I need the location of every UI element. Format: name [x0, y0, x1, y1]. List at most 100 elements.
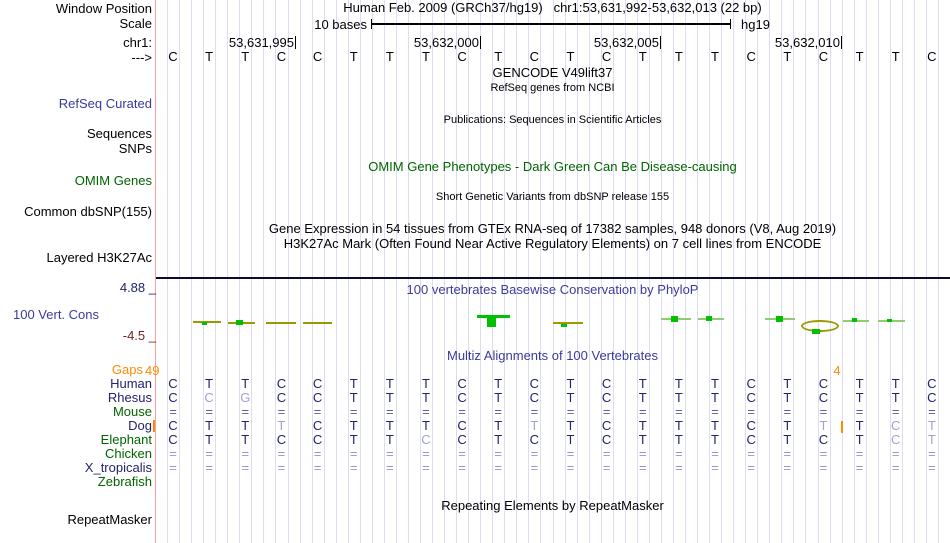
gridline	[456, 0, 458, 543]
track-label-sequences[interactable]: Sequences	[86, 126, 152, 141]
reference-base: T	[783, 49, 792, 64]
aligned-base: T	[566, 432, 575, 447]
track-title-repeatmasker[interactable]: Repeating Elements by RepeatMasker	[441, 498, 664, 513]
gridline	[685, 0, 686, 543]
aligned-base: =	[675, 460, 683, 475]
aligned-base: =	[241, 404, 250, 419]
gridline	[191, 0, 193, 543]
gridline	[600, 0, 602, 543]
conservation-bar	[553, 322, 583, 324]
species-label-chicken[interactable]: Chicken	[105, 446, 152, 461]
track-label-100-vert-cons[interactable]: 100 Vert. Cons	[13, 307, 99, 322]
track-label-snps[interactable]: SNPs	[118, 141, 152, 156]
track-title-gtex[interactable]: Gene Expression in 54 tissues from GTEx …	[268, 221, 837, 236]
gridline	[407, 0, 409, 543]
conservation-top-line	[156, 277, 950, 279]
conservation-max-value: 4.88 _	[119, 280, 156, 295]
reference-base: C	[927, 49, 937, 64]
aligned-base: T	[530, 418, 539, 433]
track-title-multiz[interactable]: Multiz Alignments of 100 Vertebrates	[446, 348, 658, 363]
aligned-base: =	[169, 404, 177, 419]
conservation-bar	[812, 329, 820, 334]
track-label-dbsnp[interactable]: Common dbSNP(155)	[24, 204, 152, 219]
track-title-h3k27ac[interactable]: H3K27Ac Mark (Often Found Near Active Re…	[283, 236, 822, 251]
reference-base: C	[818, 49, 829, 64]
gridline	[612, 0, 614, 543]
gridline	[697, 0, 698, 543]
reference-base: C	[312, 49, 323, 64]
window-position-value: Human Feb. 2009 (GRCh37/hg19) chr1:53,63…	[155, 1, 950, 15]
gridline	[359, 0, 361, 543]
aligned-base: C	[818, 376, 829, 391]
aligned-base: =	[386, 446, 394, 461]
species-label-rhesus[interactable]: Rhesus	[107, 390, 152, 405]
aligned-base: T	[241, 432, 250, 447]
ruler-position-tick	[480, 36, 481, 49]
track-label-omim-genes[interactable]: OMIM Genes	[74, 173, 152, 188]
aligned-base: C	[457, 432, 467, 447]
position-range: chr1:53,631,992-53,632,013 (22 bp)	[553, 0, 762, 15]
track-title-refseq-sub[interactable]: RefSeq genes from NCBI	[490, 82, 615, 94]
aligned-base: C	[601, 432, 612, 447]
aligned-base: =	[566, 460, 575, 475]
aligned-base: =	[638, 446, 647, 461]
aligned-base: C	[601, 418, 612, 433]
insertion-marker-dog-track	[841, 421, 843, 433]
insert-count: 4	[833, 363, 841, 378]
gridline	[492, 0, 494, 543]
scale-label: Scale	[119, 16, 152, 31]
aligned-base: =	[205, 460, 213, 475]
aligned-base: T	[349, 432, 358, 447]
ruler-position-tick	[841, 36, 842, 49]
aligned-base: T	[927, 432, 936, 447]
chrom-label: chr1:	[123, 35, 152, 50]
species-label-dog[interactable]: Dog	[128, 418, 152, 433]
reference-base: T	[674, 49, 683, 64]
aligned-base: T	[674, 376, 683, 391]
track-label-refseq-curated[interactable]: RefSeq Curated	[58, 96, 152, 111]
aligned-base: =	[891, 446, 900, 461]
reference-base: T	[421, 49, 430, 64]
aligned-base: T	[711, 432, 719, 447]
gridline	[805, 0, 807, 543]
track-title-phylop[interactable]: 100 vertebrates Basewise Conservation by…	[406, 282, 699, 297]
gridline	[432, 0, 433, 543]
aligned-base: T	[205, 376, 214, 391]
strand-arrow-label: --->	[131, 50, 152, 65]
gridline	[721, 0, 723, 543]
aligned-base: =	[747, 446, 755, 461]
aligned-base: T	[205, 432, 214, 447]
gridline	[925, 0, 927, 543]
aligned-base: T	[674, 432, 683, 447]
track-title-publications[interactable]: Publications: Sequences in Scientific Ar…	[443, 114, 662, 126]
species-label-x_tropicalis[interactable]: X_tropicalis	[84, 460, 152, 475]
aligned-base: =	[747, 460, 755, 475]
track-label-repeatmasker[interactable]: RepeatMasker	[67, 512, 152, 527]
aligned-base: T	[494, 376, 503, 391]
aligned-base: =	[386, 460, 394, 475]
aligned-base: T	[891, 390, 900, 405]
aligned-base: C	[746, 376, 756, 391]
species-label-mouse[interactable]: Mouse	[112, 404, 152, 419]
track-title-gencode[interactable]: GENCODE V49lift37	[492, 65, 613, 80]
species-label-elephant[interactable]: Elephant	[100, 432, 152, 447]
gridline	[323, 0, 325, 543]
aligned-base: C	[421, 432, 431, 447]
track-label-h3k27ac[interactable]: Layered H3K27Ac	[46, 250, 152, 265]
conservation-bar	[776, 316, 783, 322]
conservation-bar	[202, 322, 207, 325]
aligned-base: T	[385, 432, 394, 447]
species-label-zebrafish[interactable]: Zebrafish	[97, 474, 152, 489]
aligned-base: T	[711, 418, 719, 433]
track-title-omim[interactable]: OMIM Gene Phenotypes - Dark Green Can Be…	[368, 159, 737, 174]
aligned-base: T	[421, 390, 430, 405]
aligned-base: =	[313, 404, 322, 419]
conservation-bar	[801, 320, 839, 332]
gridline	[745, 0, 747, 543]
aligned-base: =	[638, 404, 647, 419]
species-label-human[interactable]: Human	[110, 376, 152, 391]
track-title-dbsnp[interactable]: Short Genetic Variants from dbSNP releas…	[435, 191, 670, 203]
reference-base: T	[494, 49, 503, 64]
aligned-base: =	[422, 446, 430, 461]
aligned-base: T	[638, 390, 647, 405]
